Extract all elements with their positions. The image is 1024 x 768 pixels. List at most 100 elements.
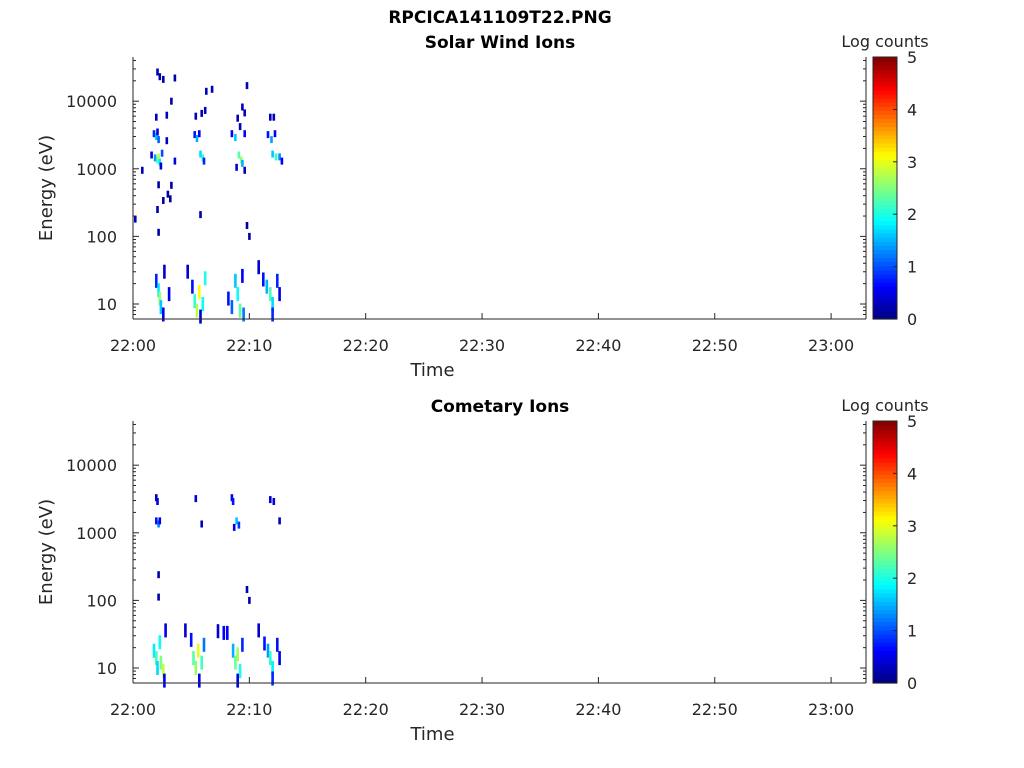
colorbar-swatch: [873, 179, 897, 185]
colorbar-swatch: [873, 588, 897, 594]
heatmap-cell: [162, 197, 165, 204]
colorbar-swatch: [873, 302, 897, 308]
colorbar-swatch: [873, 642, 897, 647]
colorbar-swatch: [873, 167, 897, 173]
heatmap-cell: [241, 159, 244, 167]
colorbar-swatch: [873, 498, 897, 504]
heatmap-cell: [166, 190, 170, 198]
colorbar-swatch: [873, 576, 897, 582]
heatmap-cell: [196, 643, 200, 658]
colorbar-swatch: [873, 568, 897, 574]
x-tick-label: 22:50: [692, 336, 738, 355]
colorbar-swatch: [873, 114, 897, 119]
heatmap-cell: [157, 181, 160, 189]
heatmap-cell: [271, 150, 274, 158]
panel-title: Solar Wind Ions: [425, 33, 576, 53]
heatmap-cell: [186, 264, 189, 279]
colorbar-swatch: [873, 629, 897, 635]
heatmap-cell: [241, 637, 244, 652]
colorbar-swatch: [873, 155, 897, 160]
heatmap-cell: [273, 130, 277, 138]
x-tick-label: 22:20: [343, 700, 389, 719]
y-tick-label: 10: [97, 295, 117, 314]
colorbar-swatch: [873, 543, 897, 549]
heatmap-cell: [170, 97, 173, 105]
heatmap-cell: [164, 623, 167, 638]
heatmap-cell: [245, 586, 249, 593]
colorbar-label: Log counts: [841, 32, 928, 51]
colorbar-swatch: [873, 257, 897, 263]
heatmap-cell: [236, 114, 239, 122]
colorbar-swatch: [873, 564, 897, 569]
heatmap-cell: [227, 291, 230, 306]
heatmap-cell: [265, 279, 269, 294]
heatmap-cell: [257, 260, 260, 275]
colorbar-swatch: [873, 273, 897, 279]
colorbar-frame: [872, 420, 898, 684]
colorbar-frame: [872, 56, 898, 320]
colorbar-swatch: [873, 89, 897, 95]
heatmap-cell: [165, 111, 169, 119]
colorbar-tick-label: 5: [907, 48, 917, 67]
heatmap-cell: [155, 133, 158, 140]
heatmap-cell: [231, 643, 235, 658]
heatmap-cell: [234, 273, 237, 288]
heatmap-cell: [173, 157, 177, 165]
y-tick-label: 100: [86, 227, 117, 246]
colorbar-tick-label: 4: [907, 100, 917, 119]
colorbar-swatch: [873, 138, 897, 144]
colorbar-swatch: [873, 159, 897, 165]
colorbar-swatch: [873, 220, 897, 226]
colorbar-swatch: [873, 77, 897, 83]
heatmap-cell: [276, 273, 279, 288]
y-axis-label: Energy (eV): [36, 135, 57, 241]
colorbar-swatch: [873, 580, 897, 586]
colorbar-swatch: [873, 171, 897, 177]
heatmap-cells: [134, 68, 284, 324]
colorbar-label: Log counts: [841, 396, 928, 415]
heatmap-cell: [234, 134, 237, 141]
colorbar-swatch: [873, 237, 897, 242]
colorbar-swatch: [873, 65, 897, 70]
heatmap-cell: [271, 661, 274, 675]
heatmap-cell: [162, 307, 165, 322]
heatmap-cell: [232, 523, 236, 531]
heatmap-cell: [157, 136, 160, 144]
heatmap-cell: [238, 303, 242, 318]
heatmap-cell: [199, 150, 202, 158]
heatmap-cell: [191, 279, 194, 294]
heatmap-cell: [269, 287, 272, 302]
x-tick-label: 22:10: [226, 336, 272, 355]
colorbar-swatch: [873, 85, 897, 91]
colorbar-swatch: [873, 228, 897, 234]
heatmap-cell: [160, 149, 164, 157]
heatmap-cell: [155, 517, 158, 525]
colorbar-swatch: [873, 646, 897, 651]
colorbar-swatch: [873, 494, 897, 500]
colorbar-swatch: [873, 490, 897, 496]
colorbar-swatch: [873, 511, 897, 516]
colorbar-swatch: [873, 290, 897, 296]
heatmap-cell: [155, 273, 158, 288]
colorbar-swatch: [873, 666, 897, 672]
heatmap-cell: [184, 623, 187, 638]
colorbar-tick-label: 1: [907, 622, 917, 641]
colorbar-swatch: [873, 151, 897, 156]
heatmap-cell: [236, 287, 239, 302]
heatmap-cell: [236, 673, 239, 688]
heatmap-cell: [158, 73, 162, 81]
colorbar-swatch: [873, 572, 897, 578]
heatmap-cell: [156, 206, 159, 213]
x-tick-label: 22:30: [459, 700, 505, 719]
colorbar-swatch: [873, 597, 897, 602]
heatmap-cell: [241, 268, 244, 283]
colorbar-swatch: [873, 605, 897, 610]
heatmap-cell: [163, 264, 166, 279]
colorbar-swatch: [873, 453, 897, 459]
heatmap-cell: [158, 291, 162, 306]
heatmap-cell: [162, 75, 165, 83]
heatmap-cell: [222, 625, 226, 640]
y-tick-label: 10: [97, 659, 117, 678]
